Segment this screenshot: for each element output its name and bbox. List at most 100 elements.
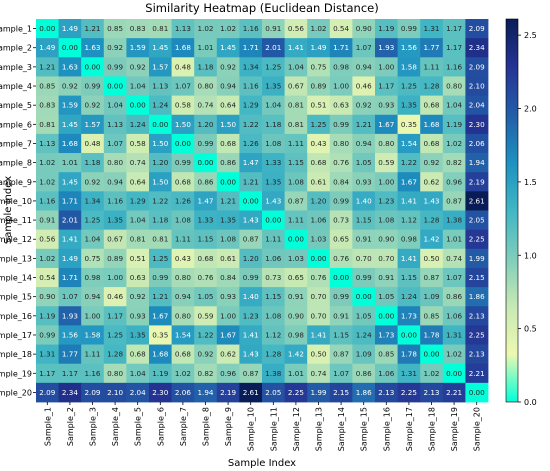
cell-annotation: 1.05 bbox=[378, 292, 394, 301]
heatmap-cell bbox=[420, 19, 444, 39]
heatmap-cell bbox=[420, 191, 444, 211]
cell-annotation: 0.68 bbox=[197, 254, 213, 263]
cell-annotation: 0.67 bbox=[107, 235, 123, 244]
heatmap-cell bbox=[284, 210, 308, 231]
cell-annotation: 1.34 bbox=[84, 196, 100, 205]
cell-annotation: 1.12 bbox=[401, 216, 417, 225]
heatmap-cell bbox=[397, 114, 421, 135]
heatmap-cell bbox=[216, 306, 240, 326]
cell-annotation: 0.94 bbox=[175, 292, 191, 301]
heatmap-cell bbox=[103, 248, 127, 269]
heatmap-cell bbox=[284, 95, 308, 116]
heatmap-cell bbox=[262, 229, 285, 250]
heatmap-cell bbox=[171, 114, 195, 135]
heatmap-cell bbox=[171, 210, 195, 231]
cell-annotation: 1.33 bbox=[265, 158, 281, 167]
cell-annotation: 1.19 bbox=[39, 311, 55, 320]
heatmap-cell bbox=[352, 325, 376, 345]
cell-annotation: 0.51 bbox=[310, 101, 326, 110]
heatmap-cell bbox=[58, 172, 82, 192]
cell-annotation: 0.00 bbox=[333, 273, 349, 282]
cell-annotation: 0.87 bbox=[446, 196, 462, 205]
heatmap-cell bbox=[420, 287, 444, 307]
heatmap-cell bbox=[397, 267, 421, 288]
heatmap-cell bbox=[465, 191, 489, 211]
cell-annotation: 1.04 bbox=[446, 101, 462, 110]
heatmap-cell bbox=[307, 95, 331, 116]
cell-annotation: 1.04 bbox=[265, 101, 281, 110]
heatmap-cell bbox=[465, 248, 489, 269]
cell-annotation: 0.59 bbox=[197, 311, 213, 320]
cell-annotation: 0.00 bbox=[197, 158, 213, 167]
cell-annotation: 0.68 bbox=[423, 101, 439, 110]
heatmap-cell bbox=[397, 95, 421, 116]
cell-annotation: 1.58 bbox=[401, 62, 417, 71]
heatmap-cell bbox=[194, 382, 218, 403]
cell-annotation: 1.04 bbox=[130, 369, 146, 378]
cell-annotation: 1.47 bbox=[243, 158, 259, 167]
cell-annotation: 1.16 bbox=[107, 196, 123, 205]
cell-annotation: 0.99 bbox=[401, 24, 417, 33]
cell-annotation: 1.07 bbox=[107, 139, 123, 148]
y-tick-label: Sample_8 bbox=[0, 159, 32, 168]
cell-annotation: 2.34 bbox=[469, 43, 485, 52]
cell-annotation: 1.15 bbox=[401, 273, 417, 282]
heatmap-cell bbox=[103, 172, 127, 192]
heatmap-cell bbox=[171, 191, 195, 211]
cell-annotation: 0.91 bbox=[288, 292, 304, 301]
heatmap-cell bbox=[397, 325, 421, 345]
heatmap-cell bbox=[149, 229, 172, 250]
heatmap-cell bbox=[465, 210, 489, 231]
cell-annotation: 1.02 bbox=[220, 24, 236, 33]
cell-annotation: 0.70 bbox=[310, 311, 326, 320]
cell-annotation: 1.07 bbox=[62, 292, 78, 301]
heatmap-cell bbox=[442, 363, 466, 384]
heatmap-cell bbox=[465, 287, 489, 307]
heatmap-cell bbox=[329, 38, 353, 58]
heatmap-cell bbox=[262, 191, 285, 211]
heatmap-cell bbox=[36, 38, 59, 58]
heatmap-cell bbox=[442, 267, 466, 288]
heatmap-cell bbox=[307, 248, 331, 269]
heatmap-cell bbox=[126, 248, 150, 269]
heatmap-cell bbox=[216, 248, 240, 269]
cell-annotation: 1.25 bbox=[265, 62, 281, 71]
heatmap-cell bbox=[442, 153, 466, 173]
heatmap-cell bbox=[239, 133, 263, 154]
cell-annotation: 1.01 bbox=[62, 158, 78, 167]
heatmap-cell bbox=[352, 382, 376, 403]
cell-annotation: 1.25 bbox=[310, 120, 326, 129]
cell-annotation: 1.08 bbox=[265, 139, 281, 148]
heatmap-cell bbox=[171, 344, 195, 365]
heatmap-cell bbox=[352, 19, 376, 39]
heatmap-cell bbox=[420, 248, 444, 269]
cell-annotation: 1.71 bbox=[333, 43, 349, 52]
heatmap-cell bbox=[442, 57, 466, 77]
cell-annotation: 0.93 bbox=[356, 177, 372, 186]
y-tick-label: Sample_18 bbox=[0, 350, 32, 359]
heatmap-cell bbox=[329, 267, 353, 288]
heatmap-cell bbox=[307, 57, 331, 77]
heatmap-cell bbox=[442, 133, 466, 154]
cell-annotation: 2.05 bbox=[469, 216, 485, 225]
heatmap-cell bbox=[216, 95, 240, 116]
heatmap-cell bbox=[239, 172, 263, 192]
cell-annotation: 2.13 bbox=[469, 350, 485, 359]
heatmap-cell bbox=[262, 382, 285, 403]
cell-annotation: 2.05 bbox=[265, 388, 281, 397]
cell-annotation: 1.04 bbox=[107, 101, 123, 110]
cell-annotation: 1.21 bbox=[356, 120, 372, 129]
heatmap-cell bbox=[216, 287, 240, 307]
cell-annotation: 0.92 bbox=[84, 177, 100, 186]
heatmap-cell bbox=[216, 210, 240, 231]
cell-annotation: 1.45 bbox=[62, 120, 78, 129]
heatmap-cell bbox=[58, 248, 82, 269]
cell-annotation: 1.08 bbox=[175, 216, 191, 225]
heatmap-cell bbox=[375, 210, 398, 231]
cell-annotation: 0.99 bbox=[175, 158, 191, 167]
cell-annotation: 0.58 bbox=[130, 139, 146, 148]
heatmap-cell bbox=[58, 306, 82, 326]
heatmap-cell bbox=[284, 248, 308, 269]
cell-annotation: 2.30 bbox=[152, 388, 168, 397]
cell-annotation: 0.80 bbox=[378, 139, 394, 148]
